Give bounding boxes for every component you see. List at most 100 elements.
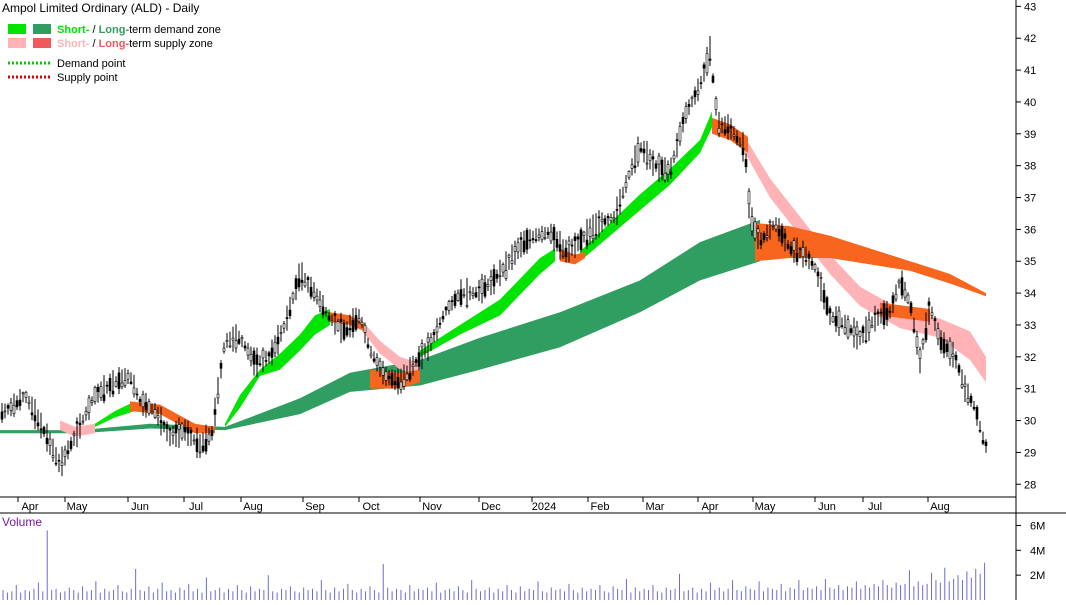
volume-tick-label: 6M — [1030, 520, 1045, 532]
price-candle — [513, 246, 517, 252]
price-candle — [492, 269, 496, 287]
price-candle — [150, 411, 154, 414]
price-candle — [723, 129, 727, 134]
price-candle — [48, 438, 52, 447]
price-candle — [141, 394, 145, 408]
legend-sep: / — [89, 24, 98, 36]
price-candle — [705, 53, 709, 74]
price-candle — [519, 237, 523, 240]
price-candle — [849, 328, 853, 333]
short-term-demand-zone — [420, 248, 555, 357]
price-candle — [870, 325, 874, 328]
x-tick-label: Aug — [243, 501, 263, 513]
price-candle — [489, 276, 493, 282]
price-candle — [105, 384, 109, 387]
price-candle — [381, 367, 385, 376]
x-tick-label: Nov — [422, 501, 442, 513]
price-candle — [783, 233, 787, 239]
x-tick-label: Feb — [591, 501, 610, 513]
price-candle — [813, 264, 817, 270]
price-candle — [939, 337, 943, 350]
y-tick-label: 39 — [1024, 129, 1036, 141]
price-candle — [612, 217, 616, 220]
price-candle — [354, 315, 358, 330]
price-candle — [102, 394, 106, 401]
price-candle — [288, 309, 292, 316]
price-candle — [462, 294, 466, 297]
price-candle — [765, 235, 769, 238]
price-candle — [195, 438, 199, 452]
y-tick-label: 34 — [1024, 288, 1036, 300]
price-candle — [126, 372, 130, 380]
price-candle — [825, 297, 829, 315]
price-candle — [123, 380, 127, 386]
price-candle — [231, 337, 235, 341]
price-candle — [879, 311, 883, 314]
price-candle — [804, 260, 808, 262]
price-candle — [957, 365, 961, 373]
price-candle — [894, 293, 898, 300]
price-candle — [129, 381, 133, 384]
price-candle — [219, 362, 223, 369]
price-candle — [645, 162, 649, 165]
price-candle — [759, 240, 763, 246]
price-candle — [786, 243, 790, 249]
price-candle — [609, 217, 613, 222]
price-candle — [60, 462, 64, 466]
short-term-demand-zone — [225, 309, 330, 427]
price-candle — [309, 286, 313, 297]
long-term-demand-zone — [225, 219, 760, 431]
price-candle — [669, 171, 673, 175]
price-candle — [807, 253, 811, 259]
price-candle — [360, 322, 364, 325]
legend-swatch-long — [33, 38, 51, 48]
y-tick-label: 37 — [1024, 193, 1036, 205]
price-candle — [588, 227, 592, 237]
price-candle — [834, 316, 838, 327]
price-candle — [0, 411, 4, 420]
x-tick-label: Sep — [305, 501, 325, 513]
long-term-supply-zone — [130, 401, 215, 434]
price-candle — [630, 164, 634, 169]
price-candle — [366, 344, 370, 348]
price-candle — [567, 240, 571, 245]
price-candle — [789, 246, 793, 255]
price-candle — [72, 433, 76, 436]
price-candle — [708, 58, 712, 61]
price-candle — [441, 315, 445, 320]
volume-label: Volume — [2, 515, 42, 529]
price-candle — [606, 216, 610, 219]
price-candle — [6, 405, 10, 409]
legend-swatch-short — [8, 24, 26, 34]
price-candle — [210, 430, 214, 436]
price-candle — [111, 390, 115, 395]
price-candle — [216, 393, 220, 399]
short-term-demand-zone — [95, 401, 135, 427]
price-candle — [87, 397, 91, 413]
price-candle — [951, 353, 955, 358]
price-candle — [414, 359, 418, 363]
price-candle — [228, 345, 232, 348]
x-tick-label: Jun — [131, 501, 149, 513]
price-candle — [456, 292, 460, 301]
price-candle — [819, 276, 823, 279]
price-candle — [435, 326, 439, 333]
price-candle — [174, 424, 178, 434]
price-candle — [39, 428, 43, 431]
price-candle — [777, 229, 781, 237]
y-tick-label: 28 — [1024, 479, 1036, 491]
price-candle — [330, 320, 334, 323]
legend-sep: / — [89, 38, 98, 50]
y-tick-label: 35 — [1024, 256, 1036, 268]
price-candle — [498, 275, 502, 277]
price-candle — [699, 82, 703, 84]
price-candle — [726, 126, 730, 133]
legend-entry: Short- / Long-term demand zone — [57, 24, 221, 36]
price-candle — [828, 308, 832, 314]
price-candle — [558, 244, 562, 252]
price-candle — [21, 392, 25, 395]
price-candle — [480, 278, 484, 294]
x-tick-label: Mar — [646, 501, 665, 513]
price-candle — [117, 372, 121, 389]
